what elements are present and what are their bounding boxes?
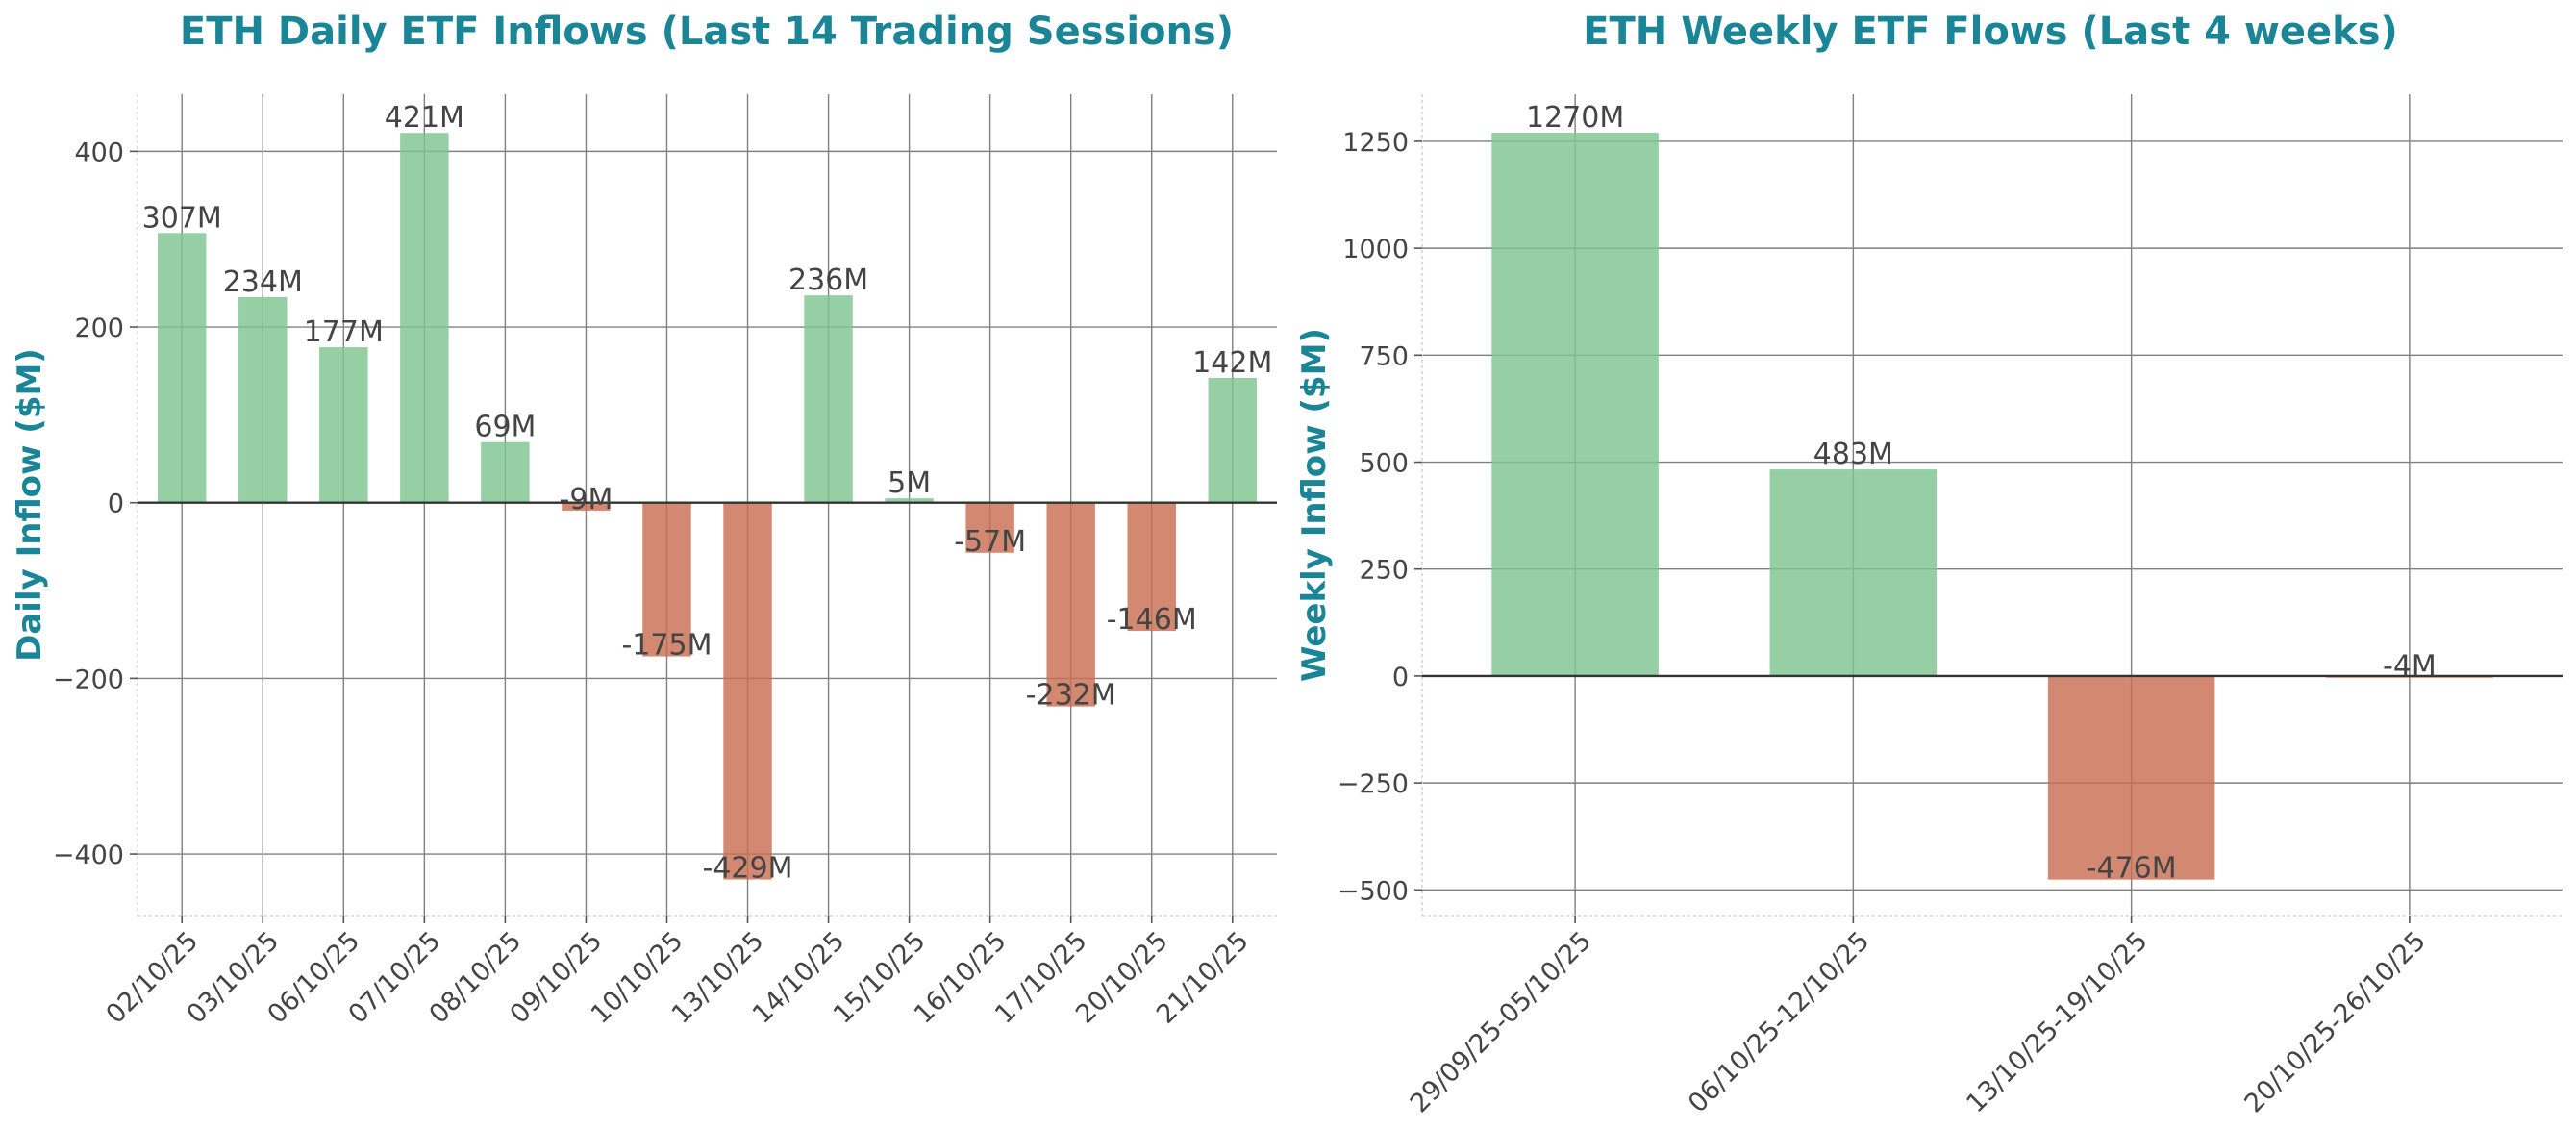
daily-bar-06/10/25 [319,347,368,503]
weekly-ytick-label: 250 [1359,556,1409,586]
weekly-bar-06/10/25-12/10/25 [1769,469,1938,676]
weekly-xtick-label: 29/09/25-05/10/25 [1405,926,1597,1118]
daily-y-axis-label: Daily Inflow ($M) [11,348,49,662]
weekly-ytick-label: −500 [1338,876,1409,906]
daily-data-label: -232M [1026,679,1116,713]
daily-chart-title: ETH Daily ETF Inflows (Last 14 Trading S… [180,10,1234,54]
daily-data-label: 307M [142,201,222,235]
weekly-ytick-label: 0 [1392,663,1409,692]
daily-data-label: 234M [223,265,303,299]
weekly-chart-title: ETH Weekly ETF Flows (Last 4 weeks) [1583,10,2398,54]
daily-ytick-label: 0 [108,490,124,519]
weekly-data-label: -4M [2383,650,2437,684]
weekly-y-axis-label: Weekly Inflow ($M) [1295,328,1334,682]
daily-bar-17/10/25 [1046,502,1095,707]
daily-data-label: 69M [474,411,536,444]
daily-bar-08/10/25 [481,441,530,503]
weekly-xtick-label: 06/10/25-12/10/25 [1683,926,1875,1118]
daily-bar-03/10/25 [238,296,288,503]
daily-bar-14/10/25 [804,295,853,503]
daily-data-label: -146M [1107,603,1197,637]
daily-ytick-label: 200 [74,314,124,343]
daily-data-label: 5M [888,466,931,500]
daily-bar-21/10/25 [1208,378,1257,503]
weekly-data-label: 483M [1813,438,1893,471]
daily-bar-13/10/25 [723,502,772,880]
daily-data-label: 177M [304,315,384,349]
weekly-bar-13/10/25-19/10/25 [2047,675,2215,880]
daily-ytick-label: −400 [53,841,124,870]
daily-bar-16/10/25 [965,502,1014,553]
weekly-ytick-label: 1250 [1342,128,1409,158]
daily-data-label: -429M [703,852,793,886]
weekly-bar-29/09/25-05/10/25 [1491,133,1659,676]
daily-data-label: 421M [385,101,464,135]
daily-bar-02/10/25 [158,233,207,503]
daily-data-label: -175M [621,629,712,663]
weekly-data-label: 1270M [1526,101,1624,135]
daily-bar-09/10/25 [562,502,611,511]
weekly-ytick-label: 500 [1359,449,1409,479]
daily-data-label: -57M [954,525,1026,559]
weekly-ytick-label: 1000 [1342,235,1409,264]
daily-ytick-label: −200 [53,665,124,694]
daily-bar-15/10/25 [885,498,934,503]
weekly-ytick-label: 750 [1359,341,1409,371]
daily-bar-20/10/25 [1127,502,1176,632]
weekly-ytick-label: −250 [1338,769,1409,799]
daily-ytick-label: 400 [74,138,124,167]
daily-data-label: 142M [1192,346,1272,380]
daily-data-label: -9M [560,483,613,516]
weekly-xtick-label: 13/10/25-19/10/25 [1961,926,2153,1118]
weekly-flows-chart: 1270M 483M -476M -4M −500 −250 0 250 500 750 1000 1… [1295,10,2563,1118]
weekly-xtick-label: 20/10/25-26/10/25 [2239,926,2432,1118]
weekly-data-label: -476M [2087,852,2177,886]
daily-bar-07/10/25 [400,133,449,503]
daily-bar-10/10/25 [642,502,691,657]
daily-data-label: 236M [788,264,868,297]
